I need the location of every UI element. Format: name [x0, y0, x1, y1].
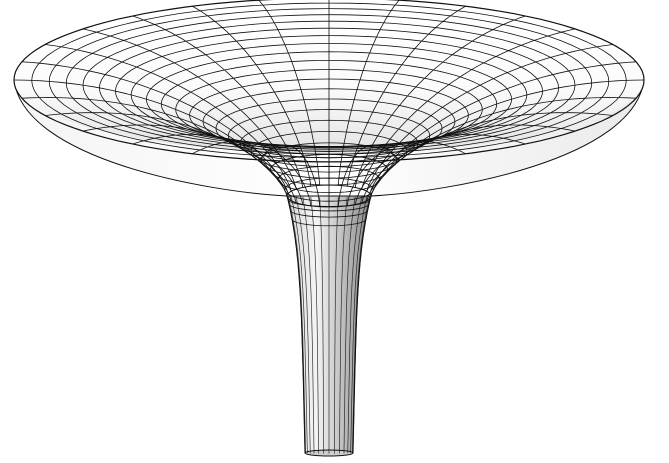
bowl-latitude-ring — [239, 119, 419, 168]
mesh-latitude-rings — [31, 2, 627, 202]
bowl-meridian — [366, 112, 613, 201]
stem-ring — [288, 203, 370, 212]
bowl-latitude-ring — [202, 88, 456, 155]
stem-meridian — [333, 196, 339, 454]
bowl-meridian — [45, 44, 292, 192]
bowl-latitude-ring — [250, 131, 408, 173]
stem-meridian — [302, 196, 315, 454]
bowl-meridian — [366, 44, 613, 192]
stem-body — [286, 195, 372, 457]
stem-meridian — [352, 196, 371, 454]
bowl-latitude-ring — [215, 98, 443, 159]
bowl-latitude-ring — [227, 109, 431, 163]
bowl-meridian — [258, 0, 321, 186]
bowl-meridian — [45, 112, 292, 201]
bowl-meridian — [346, 140, 466, 206]
stem-meridian — [319, 196, 325, 454]
stem-meridian — [295, 196, 311, 454]
bowl-meridian — [192, 140, 312, 206]
bowl-meridian — [337, 0, 400, 186]
bowl-latitude-ring — [269, 154, 389, 186]
bowl-latitude-ring — [31, 2, 627, 159]
bowl-latitude-ring — [82, 20, 576, 150]
bowl-meridian — [354, 15, 526, 188]
bowl-latitude-ring — [65, 14, 593, 152]
bowl-latitude-ring — [160, 59, 498, 149]
bowl-latitude-ring — [98, 27, 559, 149]
stem-ring — [289, 210, 369, 218]
bowl-throat — [286, 184, 372, 208]
stem-meridian — [352, 195, 372, 454]
stem-meridian — [350, 196, 368, 454]
bowl-meridian — [132, 15, 304, 188]
rim-outline — [13, 0, 645, 208]
stem-meridian — [343, 196, 356, 454]
stem-meridian — [339, 196, 348, 454]
bowl-latitude-ring — [284, 177, 374, 202]
bowl-latitude-ring — [277, 165, 381, 194]
bowl-meridian — [21, 61, 289, 194]
bowl-rim — [13, 0, 645, 163]
stem-meridian — [290, 196, 308, 454]
stem-meridian — [286, 195, 306, 454]
bowl-latitude-ring — [189, 78, 469, 152]
stem-meridian — [310, 196, 319, 454]
stem-meridian — [287, 196, 306, 454]
stem-ring — [291, 218, 367, 227]
bowl-latitude-ring — [48, 8, 610, 155]
stem-meridian — [347, 196, 363, 454]
bowl-meridian — [369, 61, 637, 194]
bowl-latitude-ring — [175, 69, 483, 150]
